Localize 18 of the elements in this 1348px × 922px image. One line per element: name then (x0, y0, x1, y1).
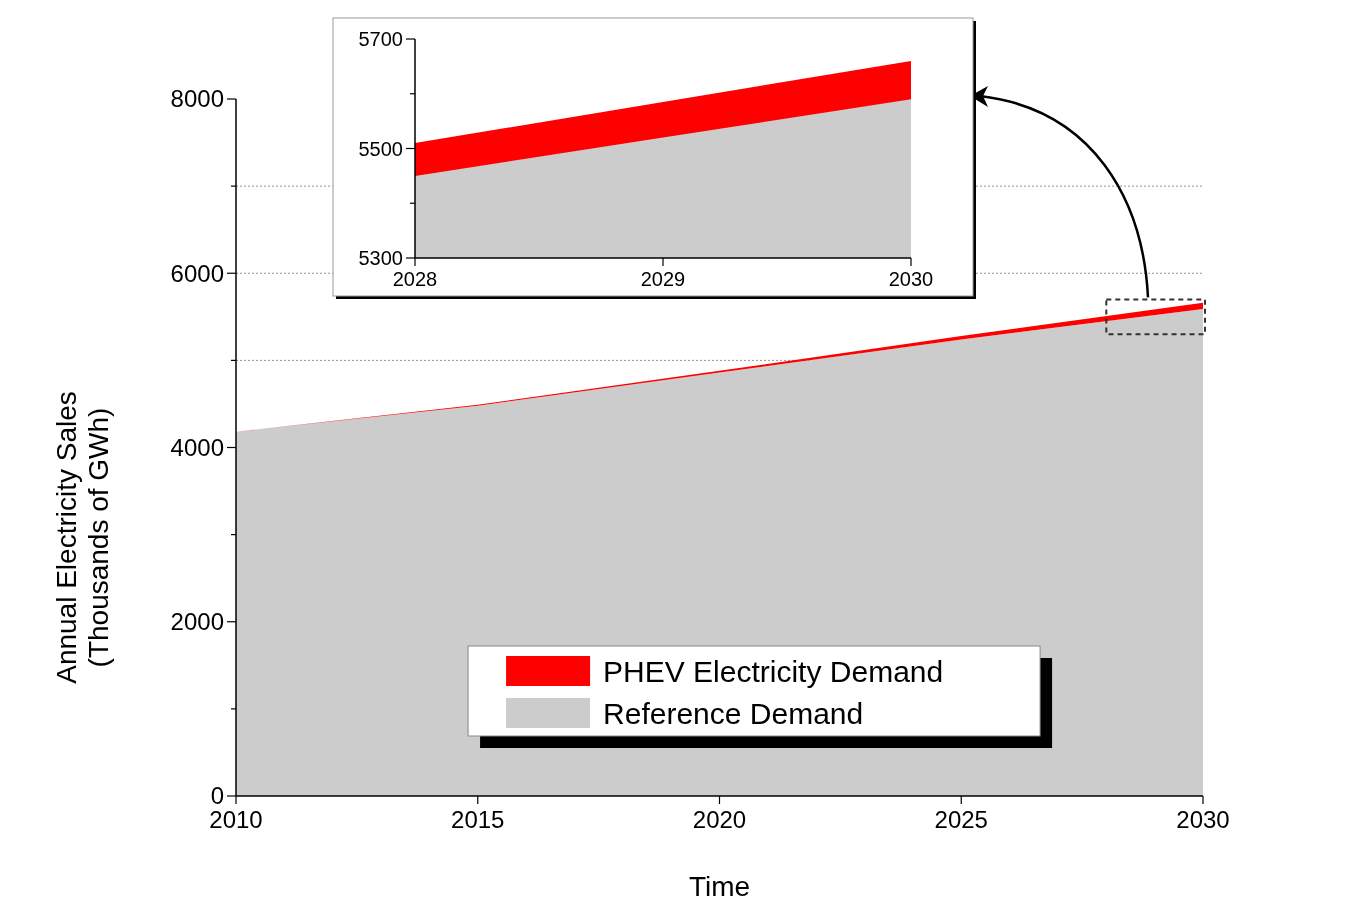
y-tick-label: 8000 (170, 85, 224, 113)
x-tick-label: 2020 (692, 806, 747, 833)
y-tick-label: 4000 (170, 433, 224, 461)
y-axis-title: Annual Electricity Sales (Thousands of GWh) (51, 391, 114, 684)
x-tick-label: 2015 (451, 806, 505, 833)
x-axis-title: Time (688, 871, 751, 902)
y-tick-label: 5700 (358, 28, 403, 50)
legend-label: PHEV Electricity Demand (603, 654, 944, 688)
x-tick-label: 2029 (640, 268, 686, 290)
y-tick-label: 6000 (170, 259, 224, 287)
y-tick-label: 2000 (170, 608, 224, 636)
x-tick-label: 2028 (392, 268, 438, 290)
y-tick-label: 5300 (358, 247, 403, 269)
x-tick-label: 2030 (888, 268, 934, 290)
x-tick-label: 2030 (1176, 806, 1230, 833)
y-tick-label: 5500 (358, 137, 403, 160)
legend-label: Reference Demand (603, 696, 864, 730)
x-tick-label: 2025 (934, 806, 988, 833)
